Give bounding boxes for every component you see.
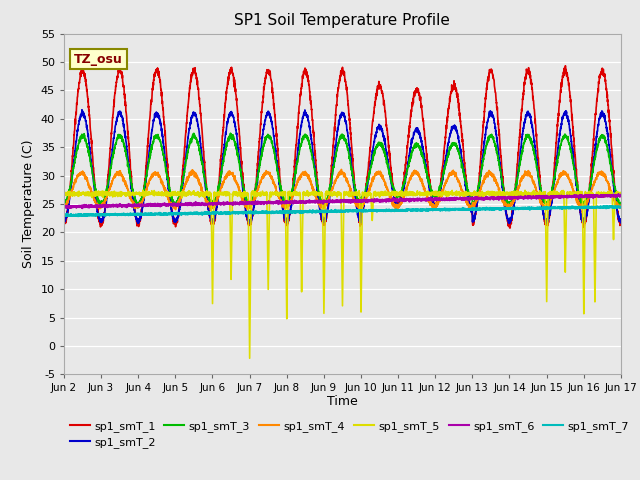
sp1_smT_4 [564, 175, 572, 181]
sp1_smT_7 [74, 213, 82, 219]
sp1_smT_2 [397, 199, 404, 204]
sp1_smT_6 [397, 197, 404, 203]
sp1_smT_6 [617, 193, 625, 199]
sp1_smT_7 [564, 204, 572, 210]
sp1_smT_2 [216, 183, 223, 189]
sp1_smT_2 [543, 221, 551, 227]
sp1_smT_2 [78, 107, 86, 113]
sp1_smT_4 [397, 200, 404, 205]
sp1_smT_1 [216, 172, 223, 178]
sp1_smT_4 [407, 176, 415, 181]
sp1_smT_2 [60, 219, 68, 225]
sp1_smT_6 [617, 192, 625, 198]
Title: SP1 Soil Temperature Profile: SP1 Soil Temperature Profile [234, 13, 451, 28]
Line: sp1_smT_5: sp1_smT_5 [64, 190, 621, 358]
sp1_smT_3 [180, 175, 188, 180]
sp1_smT_5 [407, 191, 415, 196]
sp1_smT_3 [617, 200, 625, 205]
Line: sp1_smT_2: sp1_smT_2 [64, 110, 621, 224]
sp1_smT_5 [564, 190, 572, 195]
sp1_smT_6 [406, 198, 414, 204]
sp1_smT_1 [617, 221, 625, 227]
Line: sp1_smT_6: sp1_smT_6 [64, 194, 621, 208]
sp1_smT_3 [617, 201, 625, 207]
sp1_smT_7 [617, 204, 625, 210]
sp1_smT_5 [246, 355, 253, 361]
sp1_smT_3 [227, 131, 234, 136]
sp1_smT_6 [614, 192, 622, 197]
sp1_smT_2 [180, 176, 188, 182]
sp1_smT_6 [60, 204, 68, 210]
sp1_smT_2 [564, 116, 572, 122]
Legend: sp1_smT_1, sp1_smT_2, sp1_smT_3, sp1_smT_4, sp1_smT_5, sp1_smT_6, sp1_smT_7: sp1_smT_1, sp1_smT_2, sp1_smT_3, sp1_smT… [70, 421, 629, 448]
sp1_smT_5 [140, 187, 147, 193]
sp1_smT_7 [216, 210, 223, 216]
sp1_smT_6 [180, 202, 188, 207]
sp1_smT_7 [180, 211, 188, 217]
sp1_smT_3 [397, 190, 404, 196]
sp1_smT_7 [60, 212, 68, 218]
sp1_smT_4 [617, 204, 625, 209]
Line: sp1_smT_1: sp1_smT_1 [64, 66, 621, 228]
sp1_smT_1 [406, 115, 414, 120]
sp1_smT_7 [397, 207, 404, 213]
sp1_smT_5 [60, 191, 68, 197]
sp1_smT_7 [603, 203, 611, 209]
Text: TZ_osu: TZ_osu [74, 53, 123, 66]
sp1_smT_6 [564, 194, 572, 200]
sp1_smT_1 [561, 63, 569, 69]
sp1_smT_3 [216, 179, 223, 184]
sp1_smT_3 [60, 201, 68, 207]
sp1_smT_2 [406, 144, 414, 150]
sp1_smT_1 [397, 200, 404, 205]
Line: sp1_smT_3: sp1_smT_3 [64, 133, 621, 208]
sp1_smT_4 [207, 207, 214, 213]
X-axis label: Time: Time [327, 395, 358, 408]
sp1_smT_5 [180, 192, 188, 198]
sp1_smT_5 [617, 190, 625, 195]
sp1_smT_2 [617, 220, 625, 226]
Line: sp1_smT_7: sp1_smT_7 [64, 206, 621, 216]
Y-axis label: Soil Temperature (C): Soil Temperature (C) [22, 140, 35, 268]
sp1_smT_7 [406, 207, 414, 213]
sp1_smT_3 [407, 154, 415, 159]
sp1_smT_1 [506, 225, 514, 231]
sp1_smT_7 [617, 204, 625, 210]
sp1_smT_4 [337, 167, 345, 172]
sp1_smT_3 [134, 205, 141, 211]
sp1_smT_4 [60, 204, 68, 210]
sp1_smT_2 [617, 216, 625, 222]
sp1_smT_4 [179, 188, 187, 193]
sp1_smT_4 [216, 191, 223, 197]
sp1_smT_1 [564, 75, 572, 81]
sp1_smT_5 [617, 192, 625, 198]
sp1_smT_1 [60, 220, 68, 226]
sp1_smT_5 [216, 191, 223, 197]
sp1_smT_5 [397, 189, 404, 195]
sp1_smT_6 [216, 201, 223, 206]
sp1_smT_3 [564, 135, 572, 141]
sp1_smT_1 [179, 163, 187, 168]
sp1_smT_1 [617, 220, 625, 226]
Line: sp1_smT_4: sp1_smT_4 [64, 169, 621, 210]
sp1_smT_6 [79, 205, 86, 211]
sp1_smT_4 [617, 204, 625, 209]
